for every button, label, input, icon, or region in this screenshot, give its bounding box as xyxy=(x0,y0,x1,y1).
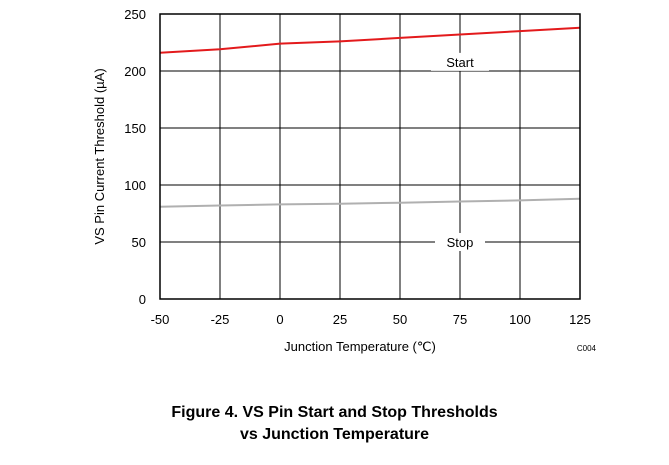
x-tick-label: 50 xyxy=(393,312,407,327)
tick-labels: -50 -25 0 25 50 75 100 125 0 50 100 150 200 250 xyxy=(124,7,591,327)
y-tick-label: 200 xyxy=(124,64,146,79)
series-line-stop xyxy=(159,197,581,208)
x-tick-label: 25 xyxy=(333,312,347,327)
x-tick-label: 100 xyxy=(509,312,531,327)
figure-caption: Figure 4. VS Pin Start and Stop Threshol… xyxy=(0,402,669,446)
y-tick-label: 250 xyxy=(124,7,146,22)
plot-frame xyxy=(159,13,581,300)
x-tick-label: 125 xyxy=(569,312,591,327)
grid-lines xyxy=(160,14,580,299)
x-tick-label: 75 xyxy=(453,312,467,327)
annotation-stop: Stop xyxy=(447,235,474,250)
caption-line-1: Figure 4. VS Pin Start and Stop Threshol… xyxy=(171,404,498,421)
y-tick-label: 100 xyxy=(124,178,146,193)
x-axis-label: Junction Temperature (℃) xyxy=(284,339,436,354)
x-tick-label: 0 xyxy=(276,312,283,327)
annotation-box xyxy=(431,52,489,71)
series-line-start xyxy=(159,26,581,54)
y-axis-label: VS Pin Current Threshold (µA) xyxy=(92,68,107,244)
series-lines xyxy=(159,26,581,208)
annotations: Start Stop xyxy=(431,52,489,251)
figure-code-label: C004 xyxy=(577,344,597,353)
y-tick-label: 0 xyxy=(139,292,146,307)
y-tick-label: 50 xyxy=(132,235,146,250)
caption-line-2: vs Junction Temperature xyxy=(239,426,430,443)
x-tick-label: -50 xyxy=(151,312,170,327)
annotation-start: Start xyxy=(446,55,474,70)
x-tick-label: -25 xyxy=(211,312,230,327)
y-tick-label: 150 xyxy=(124,121,146,136)
chart: Start Stop -50 -25 0 25 50 75 100 125 0 50 100 150 20… xyxy=(92,7,597,354)
annotation-box xyxy=(435,233,485,251)
